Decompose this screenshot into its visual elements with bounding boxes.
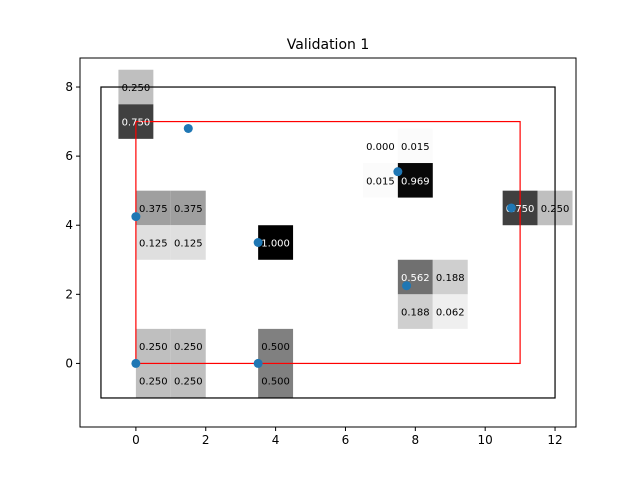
cell-value-label: 0.375 — [174, 204, 203, 215]
heatmap-cell — [258, 328, 294, 364]
cell-value-label: 0.750 — [122, 118, 151, 129]
outer-rectangle — [100, 86, 556, 399]
data-point — [506, 203, 516, 213]
inner-rectangle — [135, 120, 521, 365]
cell-value-label: 0.000 — [366, 142, 395, 153]
cell-value-label: 0.250 — [541, 204, 570, 215]
heatmap-cell — [432, 294, 468, 329]
cell-value-label: 0.750 — [506, 204, 535, 215]
y-tick-label: 8 — [65, 80, 73, 94]
x-tick-label: 0 — [132, 433, 140, 447]
heatmap-cell — [170, 225, 206, 260]
cell-value-label: 0.500 — [261, 342, 290, 353]
heatmap-cell — [135, 190, 171, 226]
cell-value-label: 0.125 — [139, 239, 168, 250]
x-tick-label: 10 — [478, 433, 493, 447]
cell-value-label: 0.015 — [366, 176, 395, 187]
heatmap-cell — [170, 328, 206, 364]
cell-value-label: 0.500 — [261, 377, 290, 388]
heatmap-cell — [170, 363, 206, 398]
heatmap-cell — [432, 259, 468, 295]
axes-frame — [79, 57, 577, 428]
heatmap-cell — [397, 163, 433, 198]
heatmap-cell — [258, 225, 294, 260]
heatmap-cell — [397, 294, 433, 329]
heatmap-cell — [135, 225, 171, 260]
x-tick-label: 6 — [342, 433, 350, 447]
cell-value-label: 0.250 — [139, 377, 168, 388]
cell-value-label: 0.250 — [139, 342, 168, 353]
heatmap-cell — [258, 363, 294, 398]
chart-title: Validation 1 — [287, 37, 370, 53]
x-tick-label: 8 — [412, 433, 420, 447]
heatmap-cell — [397, 128, 433, 164]
heatmap-cell — [362, 128, 398, 164]
x-tick-label: 4 — [272, 433, 280, 447]
data-point — [253, 358, 263, 368]
cell-value-label: 0.562 — [401, 273, 430, 284]
cell-value-label: 0.125 — [174, 239, 203, 250]
heatmap-cell — [362, 163, 398, 198]
cell-value-label: 0.062 — [436, 308, 465, 319]
cell-value-label: 0.375 — [139, 204, 168, 215]
cell-value-label: 1.000 — [261, 239, 290, 250]
data-point — [183, 123, 193, 133]
x-tick-label: 2 — [202, 433, 210, 447]
cell-value-label: 0.250 — [174, 377, 203, 388]
cell-value-label: 0.188 — [401, 308, 430, 319]
cell-value-label: 0.969 — [401, 176, 430, 187]
data-point — [402, 281, 412, 291]
heatmap-cell — [135, 328, 171, 364]
plot-area: 0.250 0.750 0.000 0.015 0.015 0.969 0.375 0.375… — [65, 57, 577, 447]
data-point — [131, 358, 141, 368]
y-tick-label: 6 — [65, 149, 73, 163]
heatmap-cell — [170, 190, 206, 226]
cell-value-label: 0.188 — [436, 273, 465, 284]
data-point — [253, 238, 263, 247]
data-point — [393, 167, 403, 177]
x-tick-label: 12 — [547, 433, 562, 447]
cell-value-label: 0.015 — [401, 142, 430, 153]
y-tick-label: 2 — [65, 287, 73, 301]
cell-value-label: 0.250 — [122, 83, 151, 94]
cell-value-label: 0.250 — [174, 342, 203, 353]
data-point — [131, 212, 141, 222]
y-tick-label: 4 — [65, 218, 73, 232]
y-tick-label: 0 — [65, 356, 73, 370]
heatmap-cell — [135, 363, 171, 398]
